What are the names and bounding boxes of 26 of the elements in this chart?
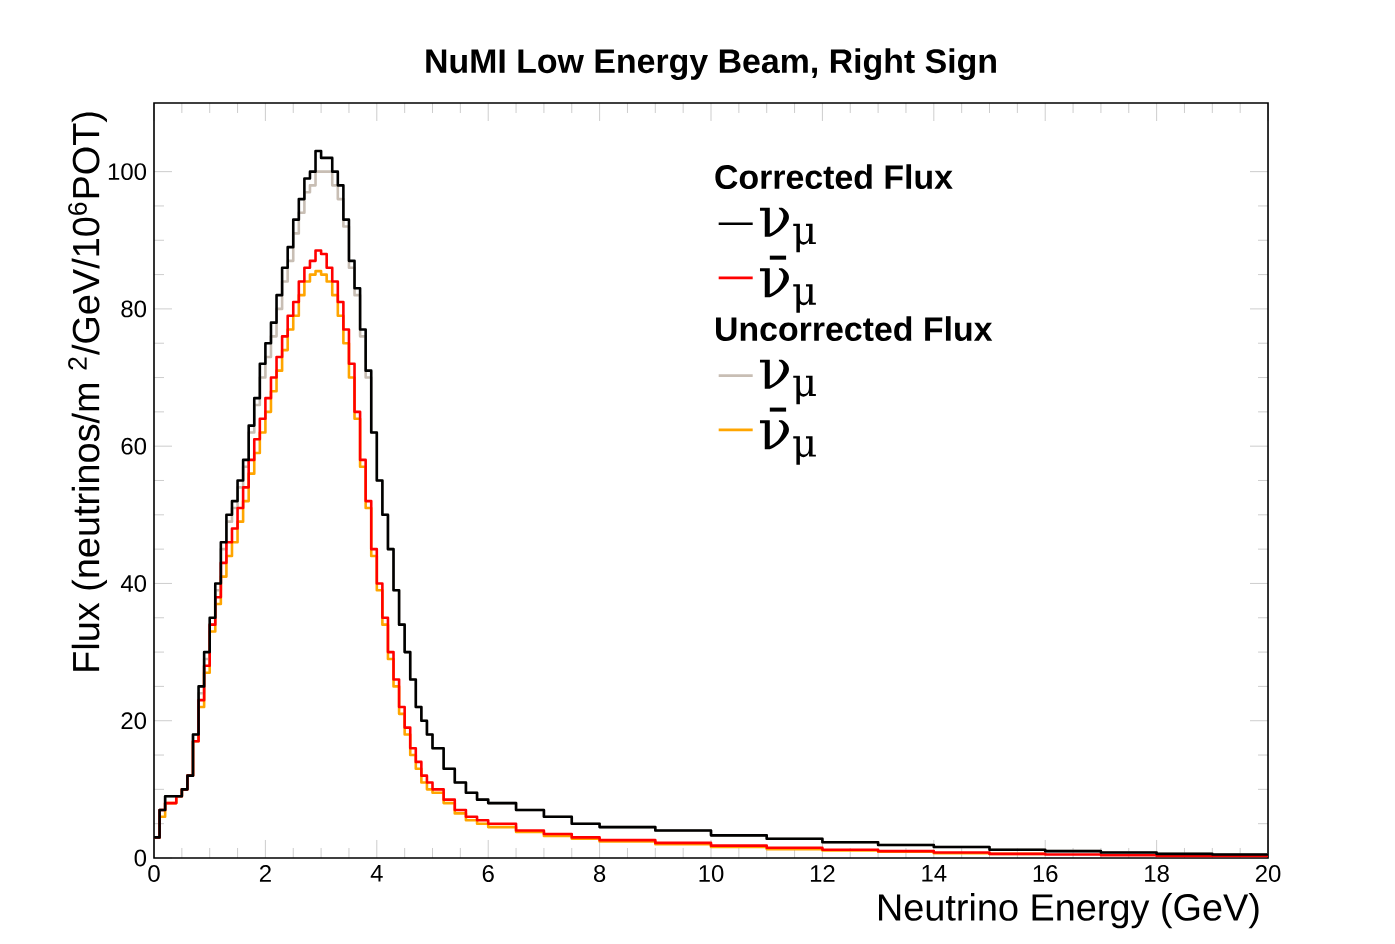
x-tick-label: 0 (148, 865, 160, 882)
y-tick-label: 80 (121, 300, 147, 318)
legend-label: ν$_{μ}$ (759, 359, 816, 405)
y-tick-label: 20 (121, 712, 147, 730)
annotation: Corrected Flux (715, 164, 953, 190)
y-tick-label: 40 (120, 574, 147, 592)
x-axis-title: Neutrino Energy (GeV) (879, 893, 1259, 929)
x-tick-label: 14 (922, 865, 947, 882)
legend-label: ν̄$_{μ}$ (759, 407, 816, 465)
x-tick-label: 4 (370, 865, 383, 882)
legend-label: ν̄$_{μ}$ (759, 255, 816, 313)
x-tick-label: 6 (482, 865, 494, 882)
x-tick-label: 20 (1255, 865, 1281, 882)
x-tick-label: 16 (1033, 865, 1058, 882)
y-tick-label: 100 (108, 163, 147, 181)
y-axis-title: Flux (neutrinos/m $^{2}$/GeV/10$^{6}$POT) (68, 112, 107, 671)
x-tick-label: 18 (1145, 865, 1169, 882)
x-tick-label: 12 (810, 865, 835, 882)
x-tick-label: 10 (699, 865, 724, 882)
y-tick-label: 60 (121, 437, 147, 455)
y-tick-label: 0 (134, 849, 147, 867)
x-tick-label: 2 (259, 865, 271, 882)
legend-label: ν$_{μ}$ (759, 207, 816, 253)
annotation: Uncorrected Flux (716, 316, 993, 342)
x-tick-label: 8 (593, 865, 606, 882)
chart-title: NuMI Low Energy Beam, Right Sign (426, 48, 996, 80)
